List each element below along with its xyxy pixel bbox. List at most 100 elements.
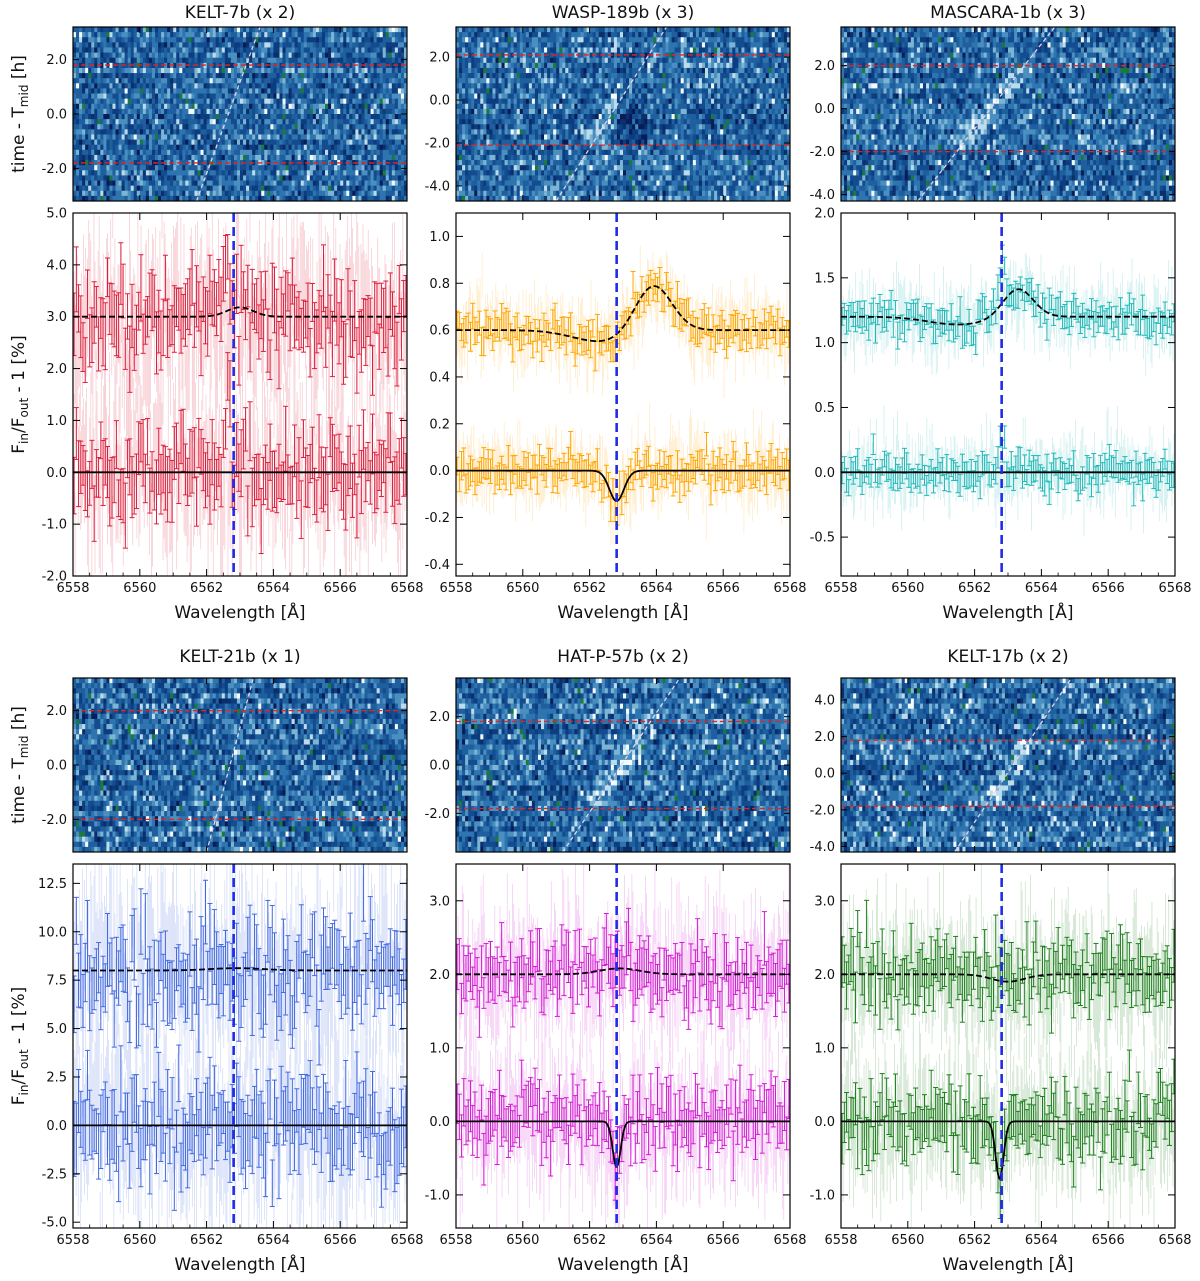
map-cell	[334, 180, 338, 187]
map-cell	[191, 93, 195, 100]
map-cell	[142, 129, 147, 135]
map-cell	[388, 83, 393, 89]
map-cell	[215, 180, 220, 187]
map-cell	[264, 149, 268, 156]
map-cell	[112, 154, 116, 161]
map-cell	[340, 119, 344, 125]
map-cell	[346, 175, 350, 181]
map-cell	[288, 108, 293, 115]
map-cell	[112, 108, 116, 115]
map-cell	[328, 47, 332, 53]
map-cell	[321, 149, 326, 156]
map-cell	[300, 37, 305, 43]
map-cell	[215, 170, 220, 176]
map-cell	[118, 78, 122, 84]
map-cell	[385, 129, 390, 135]
map-cell	[203, 185, 207, 192]
map-cell	[291, 83, 296, 89]
map-cell	[212, 175, 217, 181]
map-cell	[118, 149, 122, 156]
map-cell	[106, 165, 110, 171]
map-cell	[236, 57, 241, 64]
map-cell	[236, 144, 241, 151]
map-cell	[361, 119, 365, 125]
map-cell	[285, 108, 289, 115]
map-cell	[151, 180, 156, 187]
map-cell	[121, 165, 126, 171]
map-cell	[325, 165, 329, 171]
map-cell	[191, 103, 195, 110]
map-cell	[340, 67, 344, 74]
map-cell	[267, 83, 271, 89]
map-cell	[206, 119, 211, 125]
map-cell	[94, 154, 98, 161]
map-cell	[346, 27, 350, 33]
map-cell	[100, 78, 104, 84]
map-cell	[97, 149, 101, 156]
map-cell	[273, 88, 277, 94]
map-cell	[112, 98, 116, 105]
map-cell	[373, 154, 378, 161]
map-cell	[352, 190, 356, 197]
map-cell	[215, 175, 220, 181]
map-cell	[158, 144, 162, 151]
map-cell	[252, 73, 256, 79]
map-cell	[370, 124, 374, 130]
map-cell	[76, 73, 80, 79]
map-cell	[306, 190, 311, 197]
map-cell	[127, 27, 132, 33]
map-cell	[100, 27, 104, 33]
map-cell	[209, 154, 214, 161]
map-cell	[221, 78, 226, 84]
map-cell	[294, 190, 299, 197]
map-cell	[170, 149, 174, 156]
map-cell	[176, 27, 180, 33]
map-cell	[288, 175, 293, 181]
map-cell	[403, 129, 408, 135]
map-cell	[243, 93, 247, 100]
map-cell	[297, 73, 302, 79]
map-cell	[391, 47, 396, 53]
map-cell	[127, 185, 132, 192]
map-cell	[194, 190, 198, 197]
map-cell	[321, 139, 326, 146]
map-cell	[103, 108, 107, 115]
map-cell	[367, 149, 371, 156]
map-cell	[328, 52, 332, 59]
map-cell	[206, 57, 211, 64]
map-cell	[142, 149, 147, 156]
map-cell	[318, 62, 323, 69]
map-cell	[88, 119, 92, 125]
map-cell	[328, 83, 332, 89]
map-cell	[352, 165, 356, 171]
map-cell	[267, 114, 271, 120]
map-cell	[376, 52, 381, 59]
map-cell	[312, 154, 317, 161]
map-cell	[167, 83, 171, 89]
map-cell	[203, 67, 207, 74]
map-cell	[145, 165, 150, 171]
map-cell	[340, 37, 344, 43]
map-cell	[170, 190, 174, 197]
map-cell	[224, 114, 229, 120]
map-cell	[173, 165, 177, 171]
map-cell	[206, 124, 211, 130]
map-cell	[115, 124, 119, 130]
map-cell	[318, 73, 323, 79]
map-cell	[173, 170, 177, 176]
map-cell	[194, 32, 198, 38]
map-cell	[291, 47, 296, 53]
map-cell	[340, 57, 344, 64]
map-cell	[394, 144, 399, 151]
map-cell	[167, 175, 171, 181]
map-cell	[318, 134, 323, 140]
map-cell	[148, 103, 153, 110]
map-cell	[379, 57, 384, 64]
map-cell	[164, 27, 168, 33]
map-cell	[331, 93, 335, 100]
map-cell	[88, 175, 92, 181]
map-cell	[100, 57, 104, 64]
map-cell	[85, 78, 89, 84]
map-cell	[212, 185, 217, 192]
